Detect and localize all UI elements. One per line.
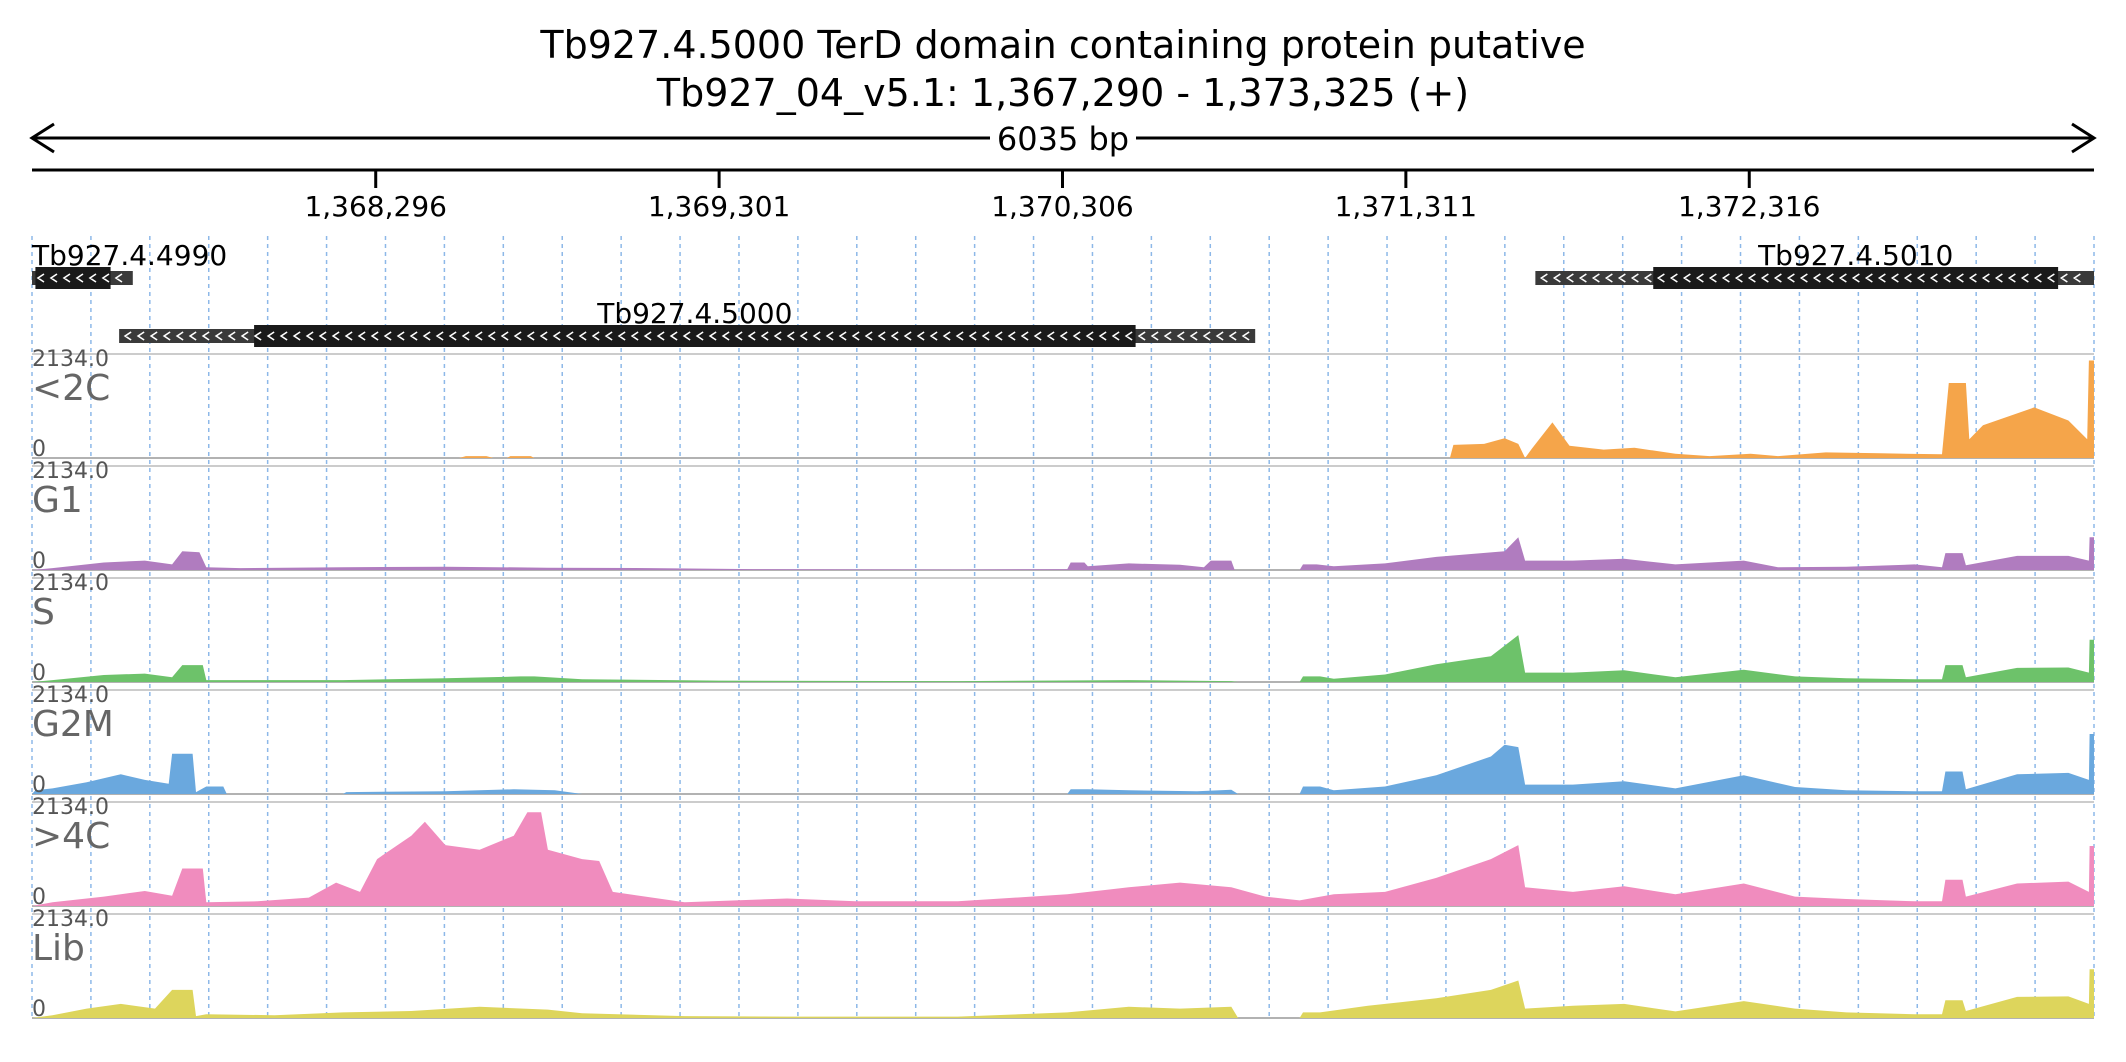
ruler-tick-label: 1,371,311	[1335, 190, 1478, 223]
track-max-label: 2134.0	[32, 907, 109, 932]
coverage-area	[32, 360, 2094, 458]
track-max-label: 2134.0	[32, 795, 109, 820]
ruler-ticks: 1,368,296 1,369,301 1,370,306 1,371,311 1,37…	[304, 170, 1821, 223]
strand-chevron-icon	[1539, 273, 2081, 283]
gene-feature[interactable]: Tb927.4.5000	[119, 297, 1256, 347]
track-name: >4C	[32, 816, 110, 857]
ruler: 1,368,296 1,369,301 1,370,306 1,371,311 1,37…	[32, 168, 2094, 223]
track-min-label: 0	[32, 437, 46, 462]
track-name: G2M	[32, 704, 114, 745]
track-max-label: 2134.0	[32, 347, 109, 372]
coverage-tracks: 2134.0<2C02134.0G102134.0S02134.0G2M0213…	[32, 347, 2094, 1022]
gene-annotation-track: Tb927.4.4990 Tb927.4.5000 Tb927.4.5010	[31, 239, 2094, 347]
gene-feature[interactable]: Tb927.4.4990	[31, 239, 227, 289]
grid-lines	[31, 236, 2095, 1020]
arrow-left-icon	[29, 122, 55, 154]
gene-label: Tb927.4.5010	[1757, 239, 1953, 272]
track-min-label: 0	[32, 661, 46, 686]
track-max-label: 2134.0	[32, 459, 109, 484]
gene-label: Tb927.4.4990	[31, 239, 227, 272]
gene-title: Tb927.4.5000 TerD domain containing prot…	[539, 23, 1585, 67]
span-arrow: 6035 bp	[29, 120, 2097, 158]
gene-feature[interactable]: Tb927.4.5010	[1535, 239, 2094, 289]
track-min-label: 0	[32, 773, 46, 798]
track-min-label: 0	[32, 997, 46, 1022]
gene-cds	[254, 325, 1136, 347]
gene-label: Tb927.4.5000	[596, 297, 792, 330]
gene-cds	[35, 267, 111, 289]
track-name: S	[32, 592, 55, 633]
strand-chevron-icon	[123, 331, 1250, 341]
coverage-track: 2134.0S 0	[32, 571, 2094, 686]
coverage-area	[32, 734, 2094, 794]
locus-subtitle: Tb927_04_v5.1: 1,367,290 - 1,373,325 (+)	[656, 71, 1469, 115]
coverage-area	[32, 969, 2094, 1018]
ruler-tick-label: 1,370,306	[991, 190, 1134, 223]
ruler-tick-label: 1,372,316	[1678, 190, 1821, 223]
track-min-label: 0	[32, 885, 46, 910]
track-max-label: 2134.0	[32, 683, 109, 708]
ruler-tick-label: 1,368,296	[304, 190, 447, 223]
coverage-track: 2134.0>4C 0	[32, 795, 2094, 910]
coverage-track: 2134.0<2C 0	[32, 347, 2094, 462]
track-max-label: 2134.0	[32, 571, 109, 596]
span-label: 6035 bp	[997, 120, 1129, 158]
ruler-tick-label: 1,369,301	[648, 190, 791, 223]
track-name: G1	[32, 480, 83, 521]
header: Tb927.4.5000 TerD domain containing prot…	[539, 23, 1585, 115]
strand-chevron-icon	[36, 273, 123, 283]
gene-cds	[1653, 267, 2059, 289]
track-name: <2C	[32, 368, 110, 409]
coverage-area	[32, 812, 2094, 906]
coverage-track: 2134.0G1 0	[32, 459, 2094, 574]
coverage-area	[32, 635, 2094, 682]
arrow-right-icon	[2071, 122, 2097, 154]
coverage-area	[32, 537, 2094, 570]
track-name: Lib	[32, 928, 85, 969]
track-min-label: 0	[32, 549, 46, 574]
